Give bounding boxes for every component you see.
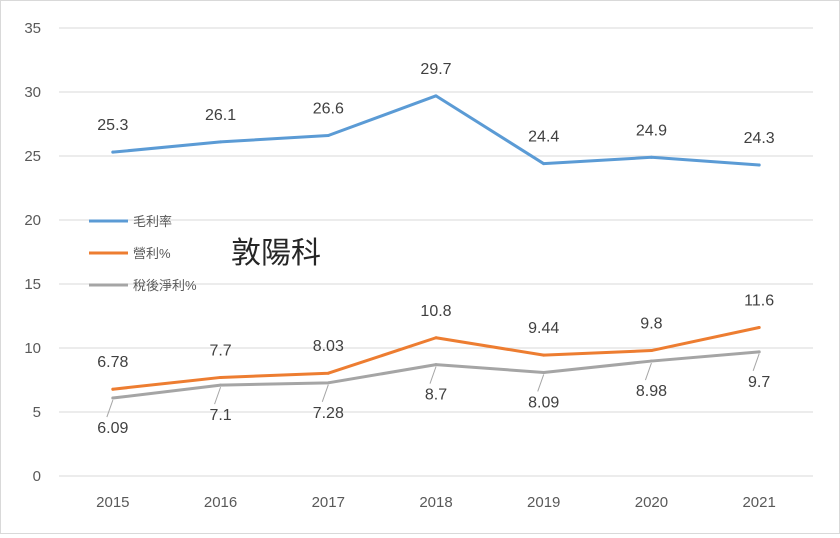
leader-line: [752, 353, 760, 372]
data-label: 6.09: [97, 420, 128, 437]
data-point: [111, 396, 115, 400]
legend-label: 稅後淨利%: [133, 278, 197, 293]
data-label: 26.6: [313, 101, 344, 118]
label-leader-lines: [106, 353, 760, 418]
data-point: [649, 359, 653, 363]
data-label: 9.7: [748, 374, 770, 391]
data-label: 7.1: [209, 407, 231, 424]
data-label: 10.8: [420, 303, 451, 320]
data-point: [111, 387, 115, 391]
y-tick-label: 30: [24, 84, 41, 101]
gridlines: [59, 27, 813, 477]
x-axis-ticks: 2015 2016 2017 2018 2019 2020 2021: [96, 494, 776, 511]
data-point: [326, 381, 330, 385]
data-point: [326, 134, 330, 138]
leader-line: [429, 366, 437, 384]
leader-line: [214, 386, 222, 405]
data-point: [111, 150, 115, 154]
y-tick-label: 25: [24, 148, 41, 165]
leader-line: [644, 362, 652, 381]
data-label: 7.7: [209, 342, 231, 359]
data-label: 29.7: [420, 61, 451, 78]
data-label: 9.44: [528, 320, 559, 337]
data-point: [757, 163, 761, 167]
y-tick-label: 15: [24, 276, 41, 293]
data-label: 8.7: [425, 387, 447, 404]
y-axis-ticks: 0 5 10 15 20 25 30 35: [24, 20, 41, 485]
series-lines: [111, 94, 761, 400]
data-point: [542, 353, 546, 357]
legend-label: 毛利率: [133, 214, 172, 229]
data-label: 24.4: [528, 129, 559, 146]
x-tick-label: 2018: [419, 494, 452, 511]
data-label: 24.3: [744, 130, 775, 147]
data-labels: 25.3 26.1 26.6 29.7 24.4 24.9 24.3 6.78 7.7 8.03 1…: [97, 61, 775, 437]
data-point: [434, 336, 438, 340]
data-point: [219, 375, 223, 379]
legend-label: 營利%: [133, 246, 171, 261]
data-label: 6.78: [97, 354, 128, 371]
data-label: 9.8: [640, 316, 662, 333]
data-point: [219, 383, 223, 387]
data-label: 11.6: [744, 293, 774, 310]
data-label: 8.98: [636, 383, 667, 400]
data-label: 7.28: [313, 405, 344, 422]
x-tick-label: 2015: [96, 494, 129, 511]
data-label: 8.09: [528, 394, 559, 411]
leader-line: [321, 384, 329, 402]
data-point: [542, 370, 546, 374]
leader-line: [537, 374, 545, 392]
data-point: [219, 140, 223, 144]
data-label: 26.1: [205, 107, 236, 124]
data-label: 8.03: [313, 338, 344, 355]
x-tick-label: 2019: [527, 494, 560, 511]
data-point: [649, 349, 653, 353]
data-point: [757, 326, 761, 330]
data-point: [757, 350, 761, 354]
y-tick-label: 20: [24, 212, 41, 229]
x-tick-label: 2021: [742, 494, 775, 511]
chart-title: 敦陽科: [231, 236, 321, 271]
y-tick-label: 5: [33, 404, 41, 421]
x-tick-label: 2020: [635, 494, 668, 511]
y-tick-label: 10: [24, 340, 41, 357]
data-point: [649, 155, 653, 159]
data-label: 24.9: [636, 122, 667, 139]
y-tick-label: 35: [24, 20, 41, 37]
x-tick-label: 2017: [312, 494, 345, 511]
leader-line: [106, 399, 114, 418]
y-tick-label: 0: [33, 468, 41, 485]
data-point: [434, 363, 438, 367]
data-point: [326, 371, 330, 375]
data-point: [542, 162, 546, 166]
data-point: [434, 94, 438, 98]
data-label: 25.3: [97, 117, 128, 134]
x-tick-label: 2016: [204, 494, 237, 511]
